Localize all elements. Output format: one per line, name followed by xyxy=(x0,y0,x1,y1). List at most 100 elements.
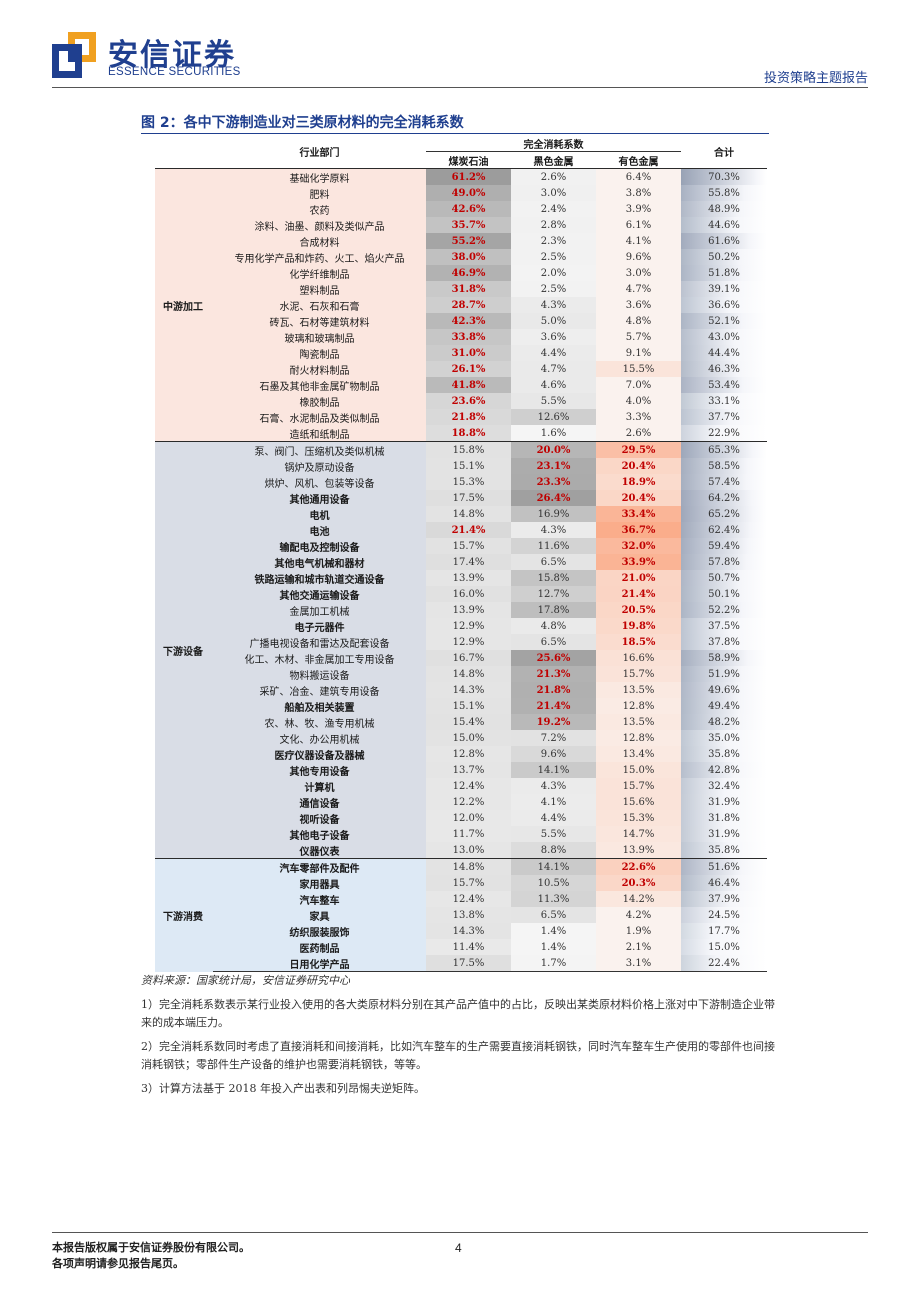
nonferrous-cell: 18.5% xyxy=(596,634,681,650)
header-divider xyxy=(52,87,868,88)
table-row: 电机 14.8% 16.9% 33.4% 65.2% xyxy=(155,506,767,522)
coal-cell: 14.3% xyxy=(426,682,511,698)
coal-cell: 33.8% xyxy=(426,329,511,345)
ferrous-cell: 21.3% xyxy=(511,666,596,682)
essence-logo-icon xyxy=(52,32,96,78)
total-cell: 46.3% xyxy=(681,361,767,377)
report-type: 投资策略主题报告 xyxy=(763,71,868,86)
ferrous-cell: 23.1% xyxy=(511,458,596,474)
header-industry: 行业部门 xyxy=(299,148,340,159)
coal-cell: 17.4% xyxy=(426,554,511,570)
coal-cell: 14.8% xyxy=(426,666,511,682)
coal-cell: 61.2% xyxy=(426,168,511,185)
ferrous-cell: 3.0% xyxy=(511,185,596,201)
table-row: 下游消费 汽车零部件及配件 14.8% 14.1% 22.6% 51.6% xyxy=(155,858,767,972)
footer-disclaimer: 本报告版权属于安信证券股份有限公司。 各项声明请参见报告尾页。 xyxy=(52,1240,250,1272)
note-2: 2）完全消耗系数同时考虑了直接消耗和间接消耗，比如汽车整车的生产需要直接消耗钢铁… xyxy=(141,1040,775,1071)
table-row: 烘炉、风机、包装等设备 15.3% 23.3% 18.9% 57.4% xyxy=(155,474,767,490)
coal-cell: 21.4% xyxy=(426,522,511,538)
ferrous-cell: 3.6% xyxy=(511,329,596,345)
ferrous-cell: 4.3% xyxy=(511,778,596,794)
industry-cell: 石膏、水泥制品及类似制品 xyxy=(213,409,426,425)
industry-cell: 锅炉及原动设备 xyxy=(213,458,426,474)
nonferrous-cell: 1.9% xyxy=(596,923,681,939)
total-cell: 59.4% xyxy=(681,538,767,554)
nonferrous-cell: 2.1% xyxy=(596,939,681,955)
table-row: 船舶及相关装置 15.1% 21.4% 12.8% 49.4% xyxy=(155,698,767,714)
nonferrous-cell: 2.6% xyxy=(596,425,681,442)
ferrous-cell: 16.9% xyxy=(511,506,596,522)
group-label: 下游设备 xyxy=(155,441,213,859)
total-cell: 22.4% xyxy=(681,955,767,972)
industry-cell: 物料搬运设备 xyxy=(213,666,426,682)
total-cell: 70.3% xyxy=(681,168,767,185)
total-cell: 57.4% xyxy=(681,474,767,490)
nonferrous-cell: 9.6% xyxy=(596,249,681,265)
ferrous-cell: 5.0% xyxy=(511,313,596,329)
nonferrous-cell: 14.2% xyxy=(596,891,681,907)
ferrous-cell: 6.5% xyxy=(511,554,596,570)
coal-cell: 26.1% xyxy=(426,361,511,377)
ferrous-cell: 4.4% xyxy=(511,345,596,361)
footer-statement: 各项声明请参见报告尾页。 xyxy=(52,1257,184,1270)
total-cell: 46.4% xyxy=(681,875,767,891)
table-row: 玻璃和玻璃制品 33.8% 3.6% 5.7% 43.0% xyxy=(155,329,767,345)
coal-cell: 16.7% xyxy=(426,650,511,666)
industry-cell: 基础化学原料 xyxy=(213,168,426,185)
industry-cell: 其他交通运输设备 xyxy=(213,586,426,602)
industry-cell: 农、林、牧、渔专用机械 xyxy=(213,714,426,730)
table-row: 文化、办公用机械 15.0% 7.2% 12.8% 35.0% xyxy=(155,730,767,746)
ferrous-cell: 8.8% xyxy=(511,842,596,859)
total-cell: 65.3% xyxy=(681,441,767,458)
nonferrous-cell: 20.3% xyxy=(596,875,681,891)
total-cell: 32.4% xyxy=(681,778,767,794)
total-cell: 64.2% xyxy=(681,490,767,506)
total-cell: 39.1% xyxy=(681,281,767,297)
total-cell: 37.8% xyxy=(681,634,767,650)
industry-cell: 石墨及其他非金属矿物制品 xyxy=(213,377,426,393)
coal-cell: 13.8% xyxy=(426,907,511,923)
industry-cell: 玻璃和玻璃制品 xyxy=(213,329,426,345)
industry-cell: 泵、阀门、压缩机及类似机械 xyxy=(213,441,426,458)
ferrous-cell: 1.4% xyxy=(511,923,596,939)
industry-cell: 文化、办公用机械 xyxy=(213,730,426,746)
ferrous-cell: 2.3% xyxy=(511,233,596,249)
nonferrous-cell: 33.4% xyxy=(596,506,681,522)
nonferrous-cell: 7.0% xyxy=(596,377,681,393)
nonferrous-cell: 3.0% xyxy=(596,265,681,281)
coal-cell: 49.0% xyxy=(426,185,511,201)
logo-english-name: ESSENCE SECURITIES xyxy=(108,66,241,78)
nonferrous-cell: 12.8% xyxy=(596,698,681,714)
ferrous-cell: 9.6% xyxy=(511,746,596,762)
ferrous-cell: 4.7% xyxy=(511,361,596,377)
total-cell: 37.9% xyxy=(681,891,767,907)
coal-cell: 17.5% xyxy=(426,490,511,506)
total-cell: 31.9% xyxy=(681,794,767,810)
footer-copyright: 本报告版权属于安信证券股份有限公司。 xyxy=(52,1241,250,1254)
total-cell: 35.8% xyxy=(681,842,767,859)
coal-cell: 15.0% xyxy=(426,730,511,746)
total-cell: 22.9% xyxy=(681,425,767,442)
nonferrous-cell: 3.6% xyxy=(596,297,681,313)
header-coal-oil: 煤炭石油 xyxy=(448,156,489,168)
nonferrous-cell: 15.6% xyxy=(596,794,681,810)
coal-cell: 35.7% xyxy=(426,217,511,233)
table-row: 砖瓦、石材等建筑材料 42.3% 5.0% 4.8% 52.1% xyxy=(155,313,767,329)
coal-cell: 31.8% xyxy=(426,281,511,297)
nonferrous-cell: 33.9% xyxy=(596,554,681,570)
industry-cell: 化学纤维制品 xyxy=(213,265,426,281)
note-1: 1）完全消耗系数表示某行业投入使用的各大类原材料分别在其产品产值中的占比，反映出… xyxy=(141,998,775,1029)
table-row: 合成材料 55.2% 2.3% 4.1% 61.6% xyxy=(155,233,767,249)
ferrous-cell: 14.1% xyxy=(511,858,596,875)
nonferrous-cell: 12.8% xyxy=(596,730,681,746)
total-cell: 49.6% xyxy=(681,682,767,698)
total-cell: 43.0% xyxy=(681,329,767,345)
total-cell: 50.2% xyxy=(681,249,767,265)
table-row: 专用化学产品和炸药、火工、焰火产品 38.0% 2.5% 9.6% 50.2% xyxy=(155,249,767,265)
nonferrous-cell: 20.5% xyxy=(596,602,681,618)
total-cell: 52.2% xyxy=(681,602,767,618)
nonferrous-cell: 3.1% xyxy=(596,955,681,972)
total-cell: 58.5% xyxy=(681,458,767,474)
coal-cell: 15.7% xyxy=(426,875,511,891)
coal-cell: 12.9% xyxy=(426,618,511,634)
